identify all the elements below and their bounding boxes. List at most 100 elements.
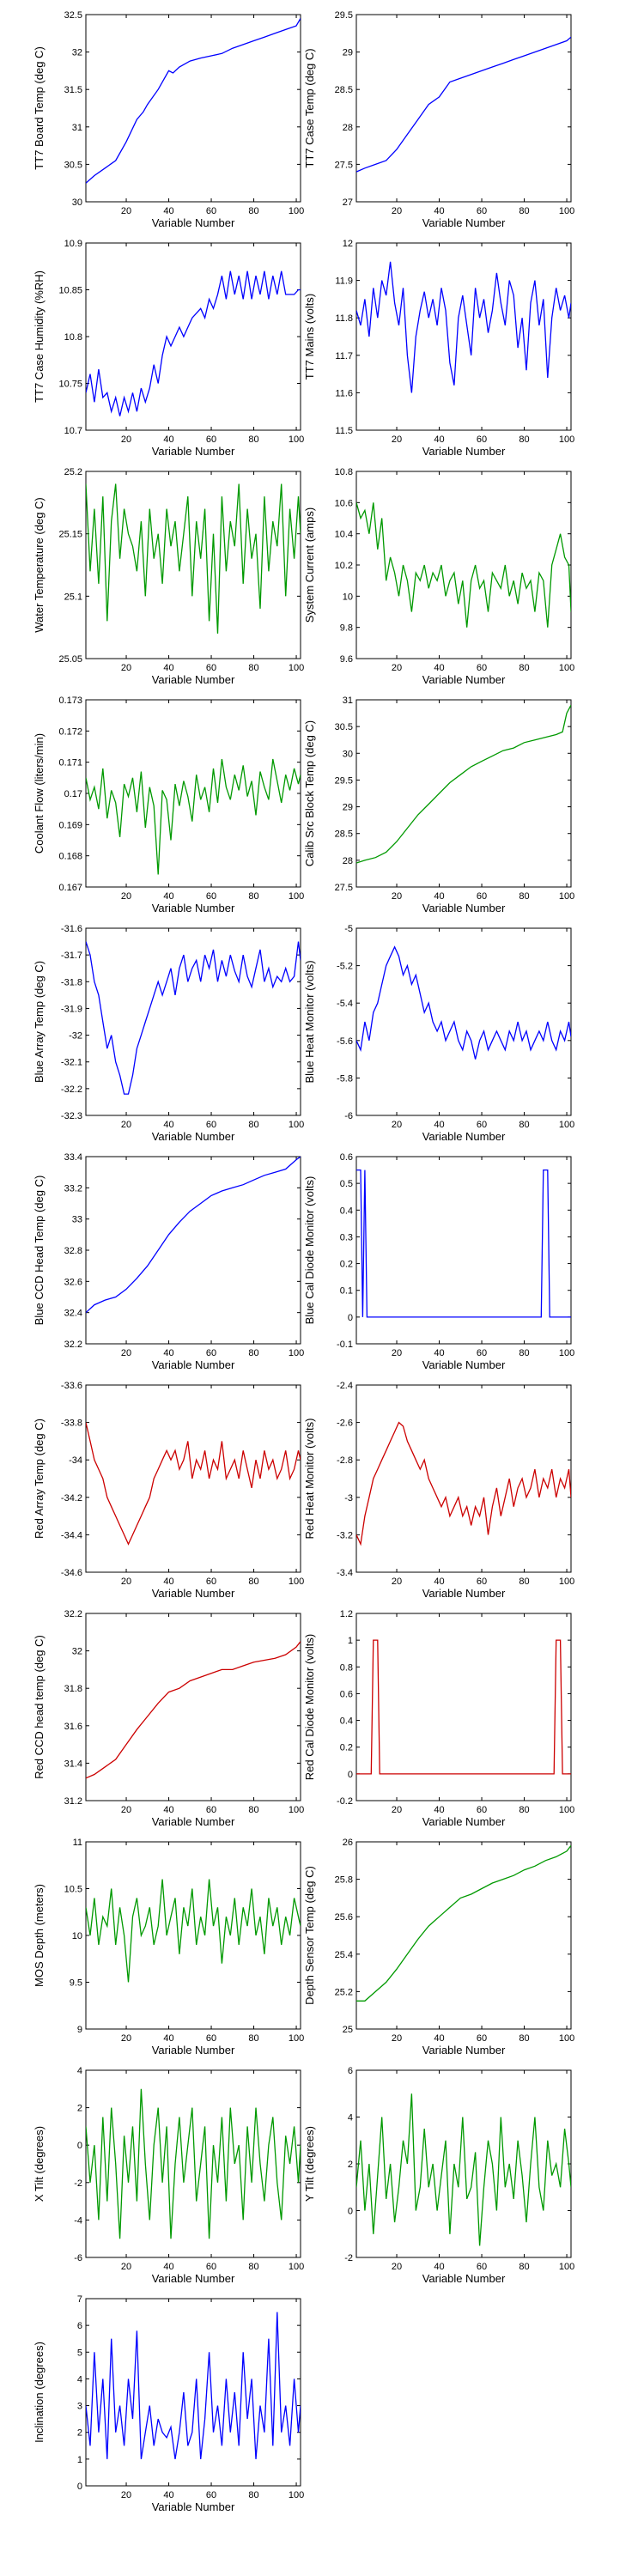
- y-tick-label: 25: [343, 2025, 353, 2035]
- x-tick-label: 100: [289, 2262, 304, 2272]
- y-tick-label: 0.4: [340, 1716, 353, 1727]
- x-tick-label: 40: [163, 2490, 173, 2500]
- x-tick-label: 100: [559, 891, 574, 902]
- y-tick-label: 10.7: [64, 426, 82, 436]
- y-tick-label: 0.17: [64, 789, 82, 799]
- y-axis-label: Red Heat Monitor (volts): [303, 1419, 316, 1540]
- y-tick-label: 25.2: [335, 1987, 353, 1997]
- x-tick-label: 40: [434, 206, 444, 216]
- y-tick-label: 31.5: [64, 85, 82, 95]
- x-tick-label: 20: [121, 2033, 131, 2044]
- y-tick-label: 0: [77, 2482, 82, 2492]
- y-axis-label: MOS Depth (meters): [33, 1884, 46, 1987]
- x-tick-label: 40: [163, 1805, 173, 1815]
- x-axis-label: Variable Number: [152, 216, 235, 229]
- y-tick-label: 10.5: [64, 1885, 82, 1895]
- y-axis-label: Blue CCD Head Temp (deg C): [33, 1176, 46, 1326]
- y-tick-label: -3: [344, 1493, 353, 1504]
- y-tick-label: 28: [343, 123, 353, 133]
- y-tick-label: 32.2: [64, 1609, 82, 1619]
- x-tick-label: 40: [434, 434, 444, 445]
- x-tick-label: 100: [289, 1348, 304, 1358]
- y-tick-label: 10: [72, 1931, 82, 1941]
- series-line-1: [356, 1421, 571, 1546]
- y-tick-label: 0.5: [340, 1179, 353, 1189]
- y-axis-label: Red CCD head temp (deg C): [33, 1635, 46, 1779]
- y-tick-label: 0: [348, 1313, 353, 1323]
- x-tick-label: 20: [392, 206, 402, 216]
- y-axis-label: Red Array Temp (deg C): [33, 1419, 46, 1539]
- y-tick-label: 0.4: [340, 1206, 353, 1216]
- x-tick-label: 80: [248, 1120, 258, 1130]
- x-tick-label: 60: [477, 891, 487, 902]
- y-tick-label: 33: [72, 1215, 82, 1225]
- y-axis-label: Blue Cal Diode Monitor (volts): [303, 1176, 316, 1325]
- y-tick-label: 1.2: [340, 1609, 353, 1619]
- y-tick-label: 9.6: [340, 654, 353, 665]
- x-axis-label: Variable Number: [152, 2500, 235, 2513]
- x-tick-label: 20: [392, 891, 402, 902]
- x-tick-label: 80: [519, 2262, 529, 2272]
- y-tick-label: 31.4: [64, 1759, 82, 1769]
- y-tick-label: 33.4: [64, 1152, 82, 1163]
- y-tick-label: -5.2: [337, 962, 353, 972]
- chart-panel-7: 0.167 0.168 0.169 0.17 0.171 0.172 0.173 20 40 60…: [33, 696, 304, 914]
- y-tick-label: -33.6: [61, 1381, 82, 1391]
- y-tick-label: 0: [348, 1770, 353, 1780]
- y-tick-label: -34.2: [61, 1493, 82, 1504]
- y-tick-label: 2: [77, 2104, 82, 2114]
- x-tick-label: 60: [477, 434, 487, 445]
- y-tick-label: 31.8: [64, 1684, 82, 1694]
- x-tick-label: 60: [206, 2262, 216, 2272]
- y-axis-label: TT7 Mains (volts): [303, 294, 316, 380]
- chart-panel-3: 10.7 10.75 10.8 10.85 10.9 20 40 60 80 100 Variabl…: [33, 239, 304, 458]
- y-tick-label: 6: [348, 2066, 353, 2076]
- x-tick-label: 100: [289, 206, 304, 216]
- x-axis-label: Variable Number: [152, 2044, 235, 2057]
- y-tick-label: 10.4: [335, 530, 353, 540]
- y-tick-label: 0.173: [58, 696, 82, 706]
- x-axis-label: Variable Number: [152, 1358, 235, 1371]
- x-tick-label: 60: [206, 663, 216, 673]
- x-tick-label: 40: [163, 1120, 173, 1130]
- x-tick-label: 40: [163, 2262, 173, 2272]
- x-tick-label: 100: [559, 2033, 574, 2044]
- y-axis-label: Red Cal Diode Monitor (volts): [303, 1634, 316, 1781]
- series-line-1: [356, 261, 571, 393]
- series-line-1: [86, 1641, 301, 1779]
- x-tick-label: 80: [519, 663, 529, 673]
- x-tick-label: 100: [289, 2490, 304, 2500]
- chart-panel-2: 27 27.5 28 28.5 29 29.5 20 40 60 80 100 Variable Nu…: [303, 10, 574, 229]
- y-tick-label: 6: [77, 2321, 82, 2331]
- y-tick-label: 29: [343, 803, 353, 813]
- x-tick-label: 20: [392, 2262, 402, 2272]
- y-tick-label: 27: [343, 197, 353, 208]
- y-tick-label: -34.4: [61, 1530, 82, 1540]
- x-tick-label: 20: [121, 2262, 131, 2272]
- axes-box: [355, 699, 572, 888]
- y-tick-label: 26: [343, 1838, 353, 1848]
- y-axis-label: Blue Heat Monitor (volts): [303, 960, 316, 1083]
- chart-panel-17: 9 9.5 10 10.5 11 20 40 60 80 100 Variable Number MO…: [33, 1838, 304, 2057]
- x-tick-label: 60: [206, 434, 216, 445]
- x-tick-label: 20: [121, 1805, 131, 1815]
- x-tick-label: 40: [163, 891, 173, 902]
- axes-box: [355, 1156, 572, 1345]
- y-tick-label: 11.5: [335, 426, 353, 436]
- x-axis-label: Variable Number: [152, 445, 235, 458]
- series-line-1: [356, 945, 571, 1060]
- x-tick-label: 40: [163, 663, 173, 673]
- x-tick-label: 40: [163, 434, 173, 445]
- y-tick-label: 10.9: [64, 239, 82, 249]
- x-tick-label: 20: [121, 1120, 131, 1130]
- x-tick-label: 60: [477, 1577, 487, 1587]
- y-tick-label: -32.2: [61, 1084, 82, 1095]
- x-tick-label: 20: [392, 1805, 402, 1815]
- x-tick-label: 80: [248, 1348, 258, 1358]
- y-axis-label: Water Temperature (deg C): [33, 497, 46, 633]
- y-tick-label: 0.3: [340, 1232, 353, 1242]
- x-tick-label: 100: [289, 434, 304, 445]
- axes-box: [355, 2069, 572, 2258]
- series-line-1: [86, 941, 301, 1095]
- series-line-1: [356, 2093, 571, 2246]
